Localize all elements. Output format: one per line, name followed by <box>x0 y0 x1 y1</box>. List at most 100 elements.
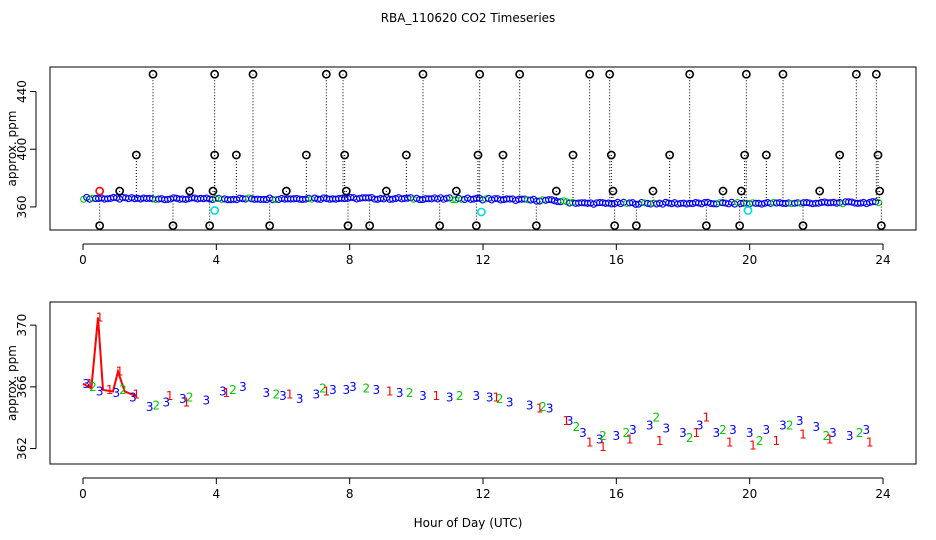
series-2-point: 2 <box>406 386 414 400</box>
series-2-point: 2 <box>456 389 464 403</box>
series-2-point: 2 <box>496 392 504 406</box>
series-3-point: 3 <box>473 389 481 403</box>
series-3-point: 3 <box>663 422 671 436</box>
baseline-point <box>872 198 880 206</box>
series-2-point: 2 <box>786 418 794 432</box>
outlier-point <box>321 69 331 79</box>
series-1-point: 1 <box>563 414 571 428</box>
outlier-point <box>610 221 620 231</box>
outlier-point <box>876 221 886 231</box>
series-1-point: 1 <box>599 440 607 454</box>
series-3-point: 3 <box>486 391 494 405</box>
y-tick-label: 360 <box>15 195 29 218</box>
series-2-point: 2 <box>119 383 127 397</box>
series-3-point: 3 <box>526 398 534 412</box>
outlier-point <box>735 221 745 231</box>
series-3-point: 3 <box>179 392 187 406</box>
series-1-point: 1 <box>626 432 634 446</box>
series-3-point: 3 <box>763 423 771 437</box>
outlier-point <box>338 69 348 79</box>
series-1-point: 1 <box>433 389 441 403</box>
outlier-point <box>301 150 311 160</box>
x-tick-label: 0 <box>79 487 87 501</box>
series-3-point: 3 <box>313 388 321 402</box>
series-3-point: 3 <box>96 384 104 398</box>
series-3-point: 3 <box>863 423 871 437</box>
x-tick-label: 8 <box>346 253 354 267</box>
series-3-point: 3 <box>596 432 604 446</box>
outlier-point <box>265 221 275 231</box>
series-1-point: 1 <box>106 383 114 397</box>
series-2-point: 2 <box>756 434 764 448</box>
top-panel: 0 4 8 12 16 20 24 360 400 440 approx. ppm <box>5 66 917 267</box>
outlier-point <box>473 150 483 160</box>
series-1-point: 1 <box>866 435 874 449</box>
series-2-point: 2 <box>719 423 727 437</box>
chart-title: RBA_110620 CO2 Timeseries <box>381 11 556 25</box>
outlier-point <box>401 150 411 160</box>
series-1-point: 1 <box>749 438 757 452</box>
series-3-point: 3 <box>329 383 337 397</box>
series-2-point: 2 <box>186 391 194 405</box>
series-2-point: 2 <box>229 383 237 397</box>
outlier-point <box>475 69 485 79</box>
series-3-point: 3 <box>419 389 427 403</box>
x-tick-label: 24 <box>875 487 890 501</box>
outlier-point <box>701 221 711 231</box>
series-3-point: 3 <box>746 426 754 440</box>
outlier-point <box>605 69 615 79</box>
series-3-point: 3 <box>296 392 304 406</box>
series-3-point: 3 <box>163 395 171 409</box>
outlier-point <box>718 186 728 196</box>
series-3-point: 3 <box>83 377 91 391</box>
baseline-point <box>875 199 883 207</box>
outlier-point <box>381 186 391 196</box>
outlier-point <box>851 69 861 79</box>
series-1-point: 1 <box>166 389 174 403</box>
series-1-point: 1 <box>826 432 834 446</box>
outlier-point <box>471 221 481 231</box>
series-3-point: 3 <box>829 426 837 440</box>
x-tick-label: 20 <box>742 253 757 267</box>
series-3-point: 3 <box>846 429 854 443</box>
series-3-point: 3 <box>446 391 454 405</box>
series-3-point: 3 <box>373 383 381 397</box>
outlier-point <box>835 150 845 160</box>
series-1-point: 1 <box>799 428 807 442</box>
plot-frame <box>49 66 917 231</box>
series-1-point: 1 <box>656 434 664 448</box>
outlier-point <box>210 69 220 79</box>
series-2-point: 2 <box>856 426 864 440</box>
outlier-point <box>665 150 675 160</box>
series-1-point: 1 <box>286 388 294 402</box>
outlier-point <box>205 221 215 231</box>
x-tick-label: 24 <box>875 253 890 267</box>
outlier-point <box>343 221 353 231</box>
series-1-point: 1 <box>116 364 124 378</box>
series-1-point: 1 <box>183 395 191 409</box>
series-2-point: 2 <box>653 411 661 425</box>
outlier-point <box>740 150 750 160</box>
y-tick-label: 440 <box>15 80 29 103</box>
y-tick-label: 366 <box>15 375 29 398</box>
x-tick-label: 4 <box>213 253 221 267</box>
series-1-point: 1 <box>703 411 711 425</box>
series-3-point: 3 <box>546 401 554 415</box>
outlier-point <box>515 69 525 79</box>
series-3-point: 3 <box>219 384 227 398</box>
outlier-point <box>631 221 641 231</box>
outlier-point <box>451 186 461 196</box>
series-2-point: 2 <box>686 431 694 445</box>
series-3-point: 3 <box>613 429 621 443</box>
series-2-point: 2 <box>363 381 371 395</box>
outlier-point <box>585 69 595 79</box>
series-3-point: 3 <box>279 389 287 403</box>
outlier-point <box>95 221 105 231</box>
series-1-point: 1 <box>726 435 734 449</box>
series-2-point: 2 <box>273 388 281 402</box>
outlier-point <box>798 221 808 231</box>
series-1-point: 1 <box>96 310 104 324</box>
outlier-point <box>208 186 218 196</box>
outlier-point <box>248 69 258 79</box>
outlier-point <box>131 150 141 160</box>
